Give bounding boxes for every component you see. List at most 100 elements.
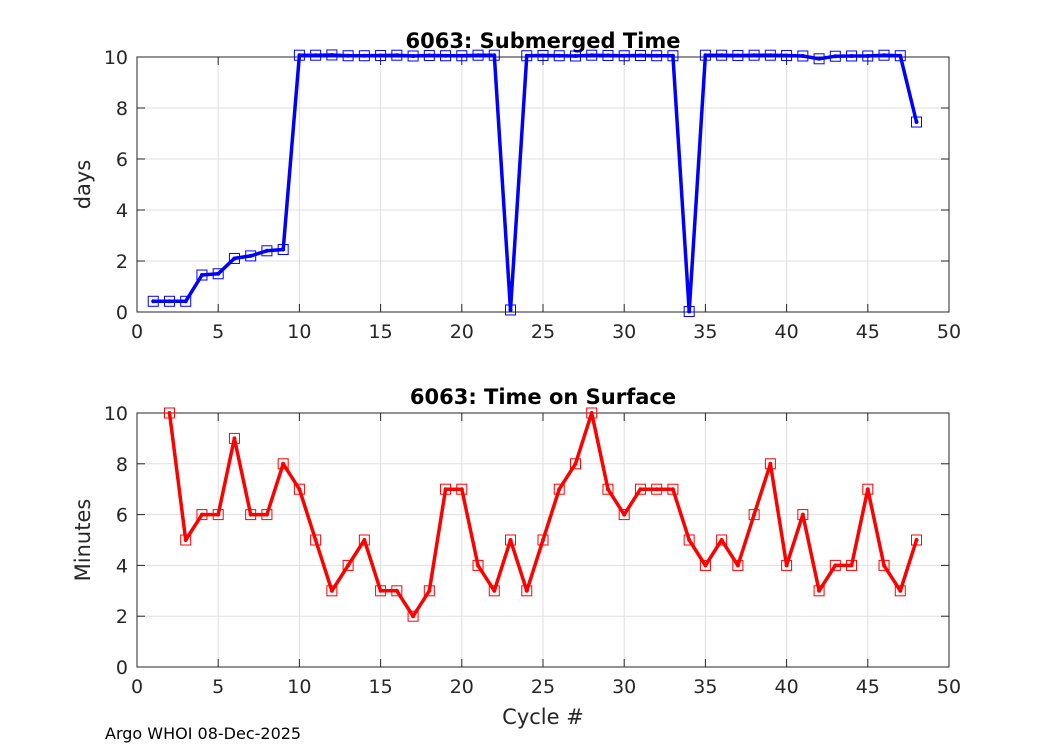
x-tick-label: 50: [937, 321, 961, 343]
data-point-marker: [683, 534, 695, 546]
data-point-marker: [310, 49, 322, 61]
data-point-marker: [261, 509, 273, 521]
data-point-dot: [281, 247, 286, 252]
y-tick-label: 4: [116, 555, 128, 577]
x-tick-label: 35: [693, 321, 717, 343]
data-point-marker: [212, 268, 224, 280]
data-point-dot: [313, 538, 318, 542]
chart-title: 6063: Time on Surface: [410, 385, 676, 409]
data-point-dot: [248, 512, 253, 517]
data-point-dot: [784, 53, 789, 58]
data-point-dot: [216, 512, 221, 517]
data-point-dot: [378, 53, 383, 58]
data-point-dot: [768, 53, 773, 58]
data-point-marker: [553, 483, 565, 495]
x-tick-label: 5: [212, 321, 224, 343]
data-point-marker: [716, 534, 728, 546]
data-point-marker: [180, 295, 192, 307]
data-point-dot: [654, 487, 659, 492]
data-point-marker: [813, 585, 825, 597]
x-tick-label: 20: [450, 321, 474, 343]
data-point-marker: [634, 483, 646, 495]
data-point-marker: [586, 407, 598, 419]
data-point-dot: [346, 53, 351, 58]
data-point-marker: [894, 585, 906, 597]
data-point-dot: [394, 53, 399, 58]
data-point-marker: [245, 509, 257, 521]
data-point-dot: [589, 53, 594, 58]
data-point-marker: [196, 509, 208, 521]
data-point-marker: [391, 49, 403, 61]
data-point-marker: [326, 585, 338, 597]
data-point-marker: [651, 483, 663, 495]
data-point-dot: [232, 436, 237, 441]
data-point-marker: [748, 49, 760, 61]
data-point-marker: [569, 50, 581, 62]
data-point-dot: [849, 563, 854, 568]
data-point-marker: [748, 509, 760, 521]
data-point-dot: [833, 54, 838, 59]
data-point-dot: [654, 53, 659, 58]
data-point-marker: [781, 559, 793, 571]
data-point-marker: [423, 585, 435, 597]
data-point-dot: [297, 487, 302, 492]
data-point-marker: [699, 49, 711, 61]
data-point-marker: [553, 50, 565, 62]
data-point-dot: [329, 52, 334, 57]
data-point-marker: [732, 559, 744, 571]
x-axis-label: Cycle #: [502, 705, 584, 729]
data-point-marker: [894, 50, 906, 62]
data-point-dot: [183, 538, 188, 542]
submerged-time-plot: 0 5 10 15 20 25 30 35 40 45 50 0 2 4 6 8 10 6063: Submerg…: [71, 29, 961, 343]
x-tick-label: 45: [856, 676, 880, 698]
data-point-dot: [378, 588, 383, 593]
data-point-dot: [199, 512, 204, 517]
data-point-dot: [735, 53, 740, 58]
data-point-dot: [297, 53, 302, 58]
y-tick-label: 2: [116, 606, 128, 628]
data-point-dot: [898, 53, 903, 58]
y-axis-label: days: [71, 160, 95, 210]
data-point-dot: [508, 307, 513, 312]
data-point-dot: [687, 538, 692, 542]
data-point-marker: [683, 305, 695, 317]
chart-title: 6063: Submerged Time: [405, 29, 680, 53]
x-tick-label: 25: [531, 321, 555, 343]
data-point-marker: [472, 559, 484, 571]
data-point-dot: [833, 563, 838, 568]
x-tick-label: 15: [369, 321, 393, 343]
x-tick-label: 10: [287, 676, 311, 698]
data-point-marker: [310, 534, 322, 546]
data-point-dot: [346, 563, 351, 568]
data-point-dot: [573, 461, 578, 466]
data-point-marker: [488, 49, 500, 61]
data-point-dot: [443, 487, 448, 492]
x-tick-label: 0: [131, 321, 143, 343]
x-tick-label: 40: [775, 321, 799, 343]
data-point-dot: [914, 120, 919, 125]
data-point-marker: [440, 50, 452, 62]
data-point-marker: [651, 50, 663, 62]
data-point-marker: [407, 610, 419, 622]
data-point-marker: [488, 585, 500, 597]
data-point-marker: [602, 483, 614, 495]
y-axis-label: Minutes: [71, 499, 95, 582]
data-point-marker: [245, 250, 257, 262]
data-point-dot: [622, 53, 627, 58]
data-point-dot: [216, 271, 221, 276]
data-point-marker: [878, 49, 890, 61]
data-point-marker: [440, 483, 452, 495]
data-point-dot: [167, 411, 172, 415]
data-point-dot: [914, 538, 919, 542]
data-point-marker: [829, 559, 841, 571]
data-point-marker: [472, 49, 484, 61]
data-point-marker: [537, 49, 549, 61]
data-point-marker: [228, 432, 240, 444]
data-point-dot: [719, 53, 724, 58]
data-point-dot: [313, 53, 318, 58]
data-point-dot: [411, 614, 416, 619]
data-point-dot: [248, 253, 253, 258]
data-point-dot: [264, 512, 269, 517]
data-point-marker: [618, 50, 630, 62]
data-point-marker: [667, 50, 679, 62]
